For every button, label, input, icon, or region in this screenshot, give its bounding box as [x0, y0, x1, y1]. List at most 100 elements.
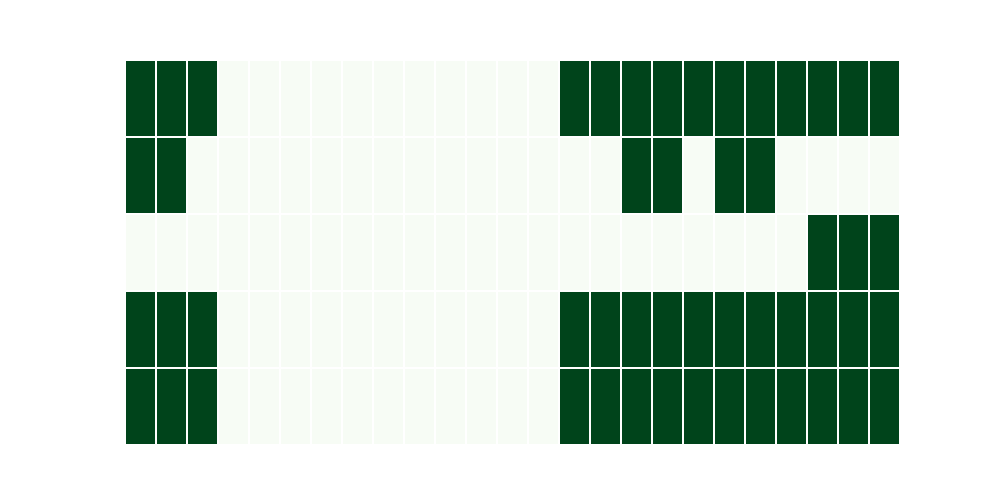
heatmap-cell-r1-c12: [496, 136, 529, 215]
heatmap-cell-r2-c18: [682, 213, 715, 292]
heatmap-cell-r4-c9: [403, 367, 436, 446]
heatmap-cell-r2-c13: [527, 213, 560, 292]
heatmap-cell-r2-c17: [651, 213, 684, 292]
heatmap-cell-r4-c14: [558, 367, 591, 446]
heatmap-cell-r3-c0: [124, 290, 157, 369]
heatmap-cell-r1-c14: [558, 136, 591, 215]
heatmap-cell-r4-c12: [496, 367, 529, 446]
heatmap-cell-r1-c13: [527, 136, 560, 215]
heatmap-cell-r1-c6: [310, 136, 343, 215]
heatmap-cell-r2-c0: [124, 213, 157, 292]
heatmap-cell-r0-c9: [403, 59, 436, 138]
heatmap-cell-r0-c6: [310, 59, 343, 138]
heatmap-cell-r4-c17: [651, 367, 684, 446]
heatmap-cell-r1-c22: [806, 136, 839, 215]
heatmap-cell-r3-c14: [558, 290, 591, 369]
heatmap-cell-r1-c24: [868, 136, 901, 215]
heatmap-cell-r3-c19: [713, 290, 746, 369]
heatmap-cell-r0-c1: [155, 59, 188, 138]
heatmap-cell-r0-c17: [651, 59, 684, 138]
heatmap-cell-r2-c9: [403, 213, 436, 292]
heatmap-cell-r3-c11: [465, 290, 498, 369]
heatmap-cell-r2-c8: [372, 213, 405, 292]
heatmap-cell-r1-c8: [372, 136, 405, 215]
heatmap-cell-r4-c6: [310, 367, 343, 446]
heatmap-cell-r0-c20: [744, 59, 777, 138]
heatmap-cell-r4-c11: [465, 367, 498, 446]
heatmap-cell-r2-c21: [775, 213, 808, 292]
heatmap-cell-r4-c18: [682, 367, 715, 446]
heatmap-cell-r2-c3: [217, 213, 250, 292]
heatmap-cell-r1-c17: [651, 136, 684, 215]
heatmap-cell-r2-c10: [434, 213, 467, 292]
heatmap-cell-r0-c7: [341, 59, 374, 138]
heatmap-cell-r4-c23: [837, 367, 870, 446]
heatmap-cell-r0-c19: [713, 59, 746, 138]
heatmap-cell-r1-c15: [589, 136, 622, 215]
heatmap-cell-r3-c15: [589, 290, 622, 369]
heatmap-cell-r0-c15: [589, 59, 622, 138]
heatmap-cell-r3-c8: [372, 290, 405, 369]
heatmap-cell-r4-c2: [186, 367, 219, 446]
heatmap-cell-r2-c1: [155, 213, 188, 292]
heatmap-cell-r1-c21: [775, 136, 808, 215]
heatmap-cell-r4-c8: [372, 367, 405, 446]
heatmap-cell-r3-c12: [496, 290, 529, 369]
heatmap-cell-r4-c13: [527, 367, 560, 446]
heatmap-cell-r3-c3: [217, 290, 250, 369]
heatmap-cell-r2-c15: [589, 213, 622, 292]
heatmap-cell-r3-c10: [434, 290, 467, 369]
heatmap-cell-r1-c18: [682, 136, 715, 215]
heatmap-cell-r1-c19: [713, 136, 746, 215]
heatmap-cell-r2-c16: [620, 213, 653, 292]
heatmap-cell-r1-c0: [124, 136, 157, 215]
heatmap-cell-r0-c22: [806, 59, 839, 138]
heatmap-cell-r1-c1: [155, 136, 188, 215]
heatmap-cell-r4-c20: [744, 367, 777, 446]
heatmap-cell-r1-c4: [248, 136, 281, 215]
heatmap-cell-r4-c4: [248, 367, 281, 446]
heatmap-cells: [124, 59, 901, 446]
heatmap-cell-r1-c16: [620, 136, 653, 215]
heatmap-cell-r0-c14: [558, 59, 591, 138]
heatmap-cell-r3-c23: [837, 290, 870, 369]
heatmap-cell-r2-c22: [806, 213, 839, 292]
heatmap-cell-r3-c22: [806, 290, 839, 369]
heatmap-cell-r2-c12: [496, 213, 529, 292]
heatmap-cell-r4-c16: [620, 367, 653, 446]
heatmap-cell-r2-c6: [310, 213, 343, 292]
heatmap-cell-r0-c18: [682, 59, 715, 138]
heatmap-cell-r0-c8: [372, 59, 405, 138]
heatmap-cell-r0-c0: [124, 59, 157, 138]
heatmap-cell-r4-c5: [279, 367, 312, 446]
heatmap-cell-r2-c5: [279, 213, 312, 292]
heatmap-cell-r3-c21: [775, 290, 808, 369]
heatmap-cell-r1-c3: [217, 136, 250, 215]
heatmap-cell-r2-c14: [558, 213, 591, 292]
heatmap-cell-r4-c21: [775, 367, 808, 446]
heatmap-cell-r4-c0: [124, 367, 157, 446]
heatmap-cell-r0-c5: [279, 59, 312, 138]
heatmap-cell-r2-c11: [465, 213, 498, 292]
heatmap-cell-r4-c1: [155, 367, 188, 446]
heatmap-cell-r3-c5: [279, 290, 312, 369]
heatmap-cell-r4-c10: [434, 367, 467, 446]
heatmap-cell-r2-c4: [248, 213, 281, 292]
heatmap-cell-r3-c6: [310, 290, 343, 369]
heatmap-cell-r3-c1: [155, 290, 188, 369]
heatmap-cell-r0-c3: [217, 59, 250, 138]
heatmap-cell-r3-c17: [651, 290, 684, 369]
heatmap-cell-r3-c24: [868, 290, 901, 369]
heatmap-cell-r3-c13: [527, 290, 560, 369]
heatmap-cell-r0-c16: [620, 59, 653, 138]
heatmap-cell-r3-c20: [744, 290, 777, 369]
heatmap-cell-r2-c7: [341, 213, 374, 292]
heatmap-cell-r3-c4: [248, 290, 281, 369]
heatmap-cell-r0-c13: [527, 59, 560, 138]
heatmap-cell-r2-c19: [713, 213, 746, 292]
heatmap-cell-r0-c4: [248, 59, 281, 138]
heatmap-cell-r1-c11: [465, 136, 498, 215]
heatmap-cell-r3-c7: [341, 290, 374, 369]
